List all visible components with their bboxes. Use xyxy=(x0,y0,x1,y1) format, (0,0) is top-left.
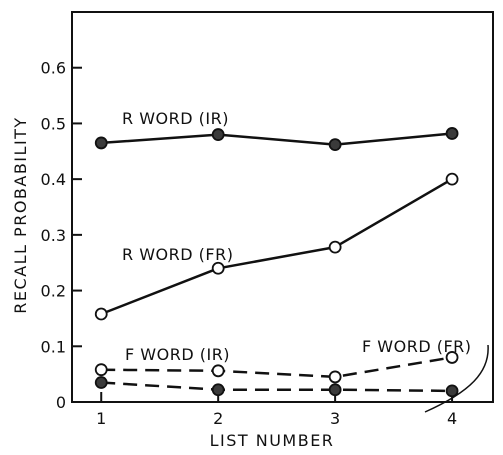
point-f-word-fr xyxy=(445,384,459,398)
point-f-word-ir xyxy=(328,370,342,384)
point-f-word-fr xyxy=(211,383,225,397)
series-label-r-word-fr: R WORD (FR) xyxy=(122,245,233,264)
point-f-word-ir xyxy=(211,364,225,378)
point-r-word-ir xyxy=(445,127,459,140)
series-line-r-word-fr xyxy=(100,178,453,316)
series-lines xyxy=(100,132,453,393)
x-tick-label: 3 xyxy=(330,409,340,428)
f-word-ir-pointer xyxy=(424,344,489,413)
series-label-f-word-ir: F WORD (FR) xyxy=(362,337,472,356)
y-tick-label: 0.3 xyxy=(41,226,66,245)
series-line-r-word-ir xyxy=(101,132,453,146)
x-tick-label: 1 xyxy=(96,409,106,428)
y-tick-label: 0.6 xyxy=(41,59,66,78)
point-f-word-ir xyxy=(94,363,108,377)
point-f-word-ir xyxy=(445,351,459,364)
point-r-word-fr xyxy=(211,261,225,275)
y-tick-label: 0.2 xyxy=(41,282,66,301)
y-axis-label: RECALL PROBABILITY xyxy=(11,116,30,313)
x-tick-label: 2 xyxy=(213,409,223,428)
y-tick-label: 0 xyxy=(56,393,66,412)
plot-frame xyxy=(71,11,494,403)
point-r-word-fr xyxy=(445,172,459,186)
series-label-r-word-ir: R WORD (IR) xyxy=(122,109,229,128)
series-markers xyxy=(94,127,459,398)
point-r-word-ir xyxy=(211,128,225,141)
x-tick-label: 4 xyxy=(447,409,457,428)
series-label-f-word-fr: F WORD (IR) xyxy=(125,345,230,364)
point-r-word-ir xyxy=(328,138,342,152)
axes: 0 0.1 0.2 0.3 0.4 0.5 0.6 1 2 3 4 xyxy=(41,11,494,428)
series-line-f-word-ir xyxy=(101,356,453,379)
point-f-word-fr xyxy=(94,376,108,389)
y-tick-label: 0.1 xyxy=(41,337,66,356)
point-r-word-fr xyxy=(328,240,342,254)
series-line-f-word-fr xyxy=(101,381,453,393)
point-f-word-fr xyxy=(328,383,342,397)
y-tick-label: 0.5 xyxy=(41,114,66,133)
point-r-word-fr xyxy=(94,307,108,321)
point-r-word-ir xyxy=(94,136,108,150)
y-tick-label: 0.4 xyxy=(41,170,66,189)
x-axis-label: LIST NUMBER xyxy=(210,431,335,450)
